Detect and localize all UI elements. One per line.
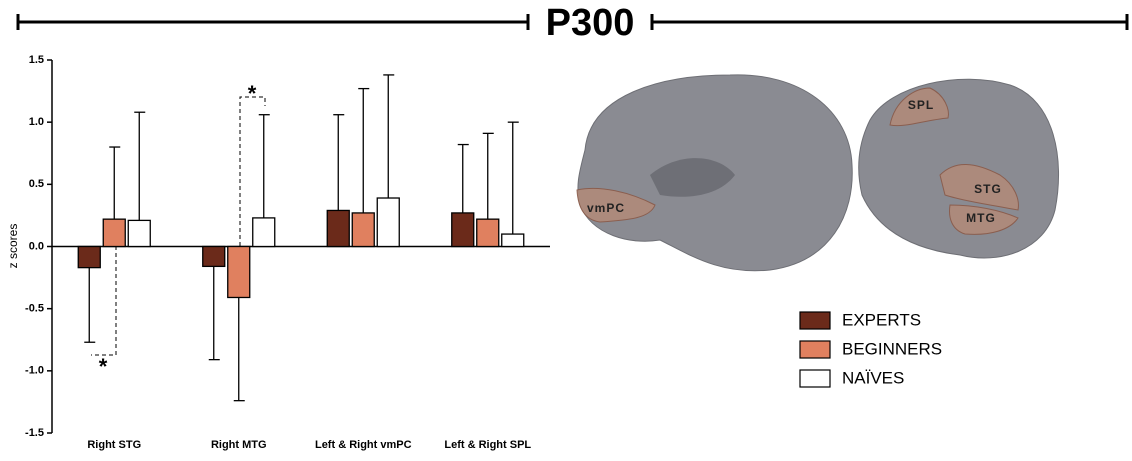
bar: [102, 218, 126, 248]
y-tick-label: 1.5: [29, 54, 44, 66]
legend-swatch: [799, 311, 831, 330]
bar: [376, 197, 400, 248]
brain-label: MTG: [966, 211, 996, 225]
legend-swatch: [799, 369, 831, 388]
legend-label: EXPERTS: [842, 310, 921, 329]
y-tick-label: 0.0: [29, 240, 44, 252]
x-tick-label: Left & Right vmPC: [315, 439, 412, 451]
brain-region: [576, 187, 656, 223]
y-tick-label: -1.5: [25, 427, 44, 439]
chart-title: P300: [546, 2, 635, 44]
x-tick-label: Left & Right SPL: [444, 439, 531, 451]
x-tick-label: Right MTG: [211, 439, 267, 451]
significance-bracket: [239, 96, 266, 246]
bar: [451, 212, 475, 248]
bar: [202, 245, 226, 268]
header: [16, 14, 1129, 30]
bar: [326, 209, 350, 248]
y-tick-label: -1.0: [25, 365, 44, 377]
bar: [77, 245, 101, 269]
brain-label: STG: [974, 182, 1002, 196]
brain-region: [949, 204, 1019, 235]
legend-swatch: [799, 340, 831, 359]
bar: [127, 219, 151, 248]
y-axis-label: z scores: [6, 224, 20, 269]
legend-label: BEGINNERS: [842, 339, 942, 358]
significance-bracket: [91, 246, 117, 356]
x-tick-label: Right STG: [87, 439, 141, 451]
y-tick-label: 1.0: [29, 116, 44, 128]
brain-images: SPL STG MTG vmPC: [576, 74, 1060, 272]
brain-sulcus: [650, 158, 735, 197]
brain-region: [889, 87, 949, 127]
bar: [227, 245, 251, 299]
brain-label: SPL: [908, 98, 934, 112]
y-tick-label: -0.5: [25, 303, 44, 315]
brain-region: [939, 164, 1019, 211]
brain-label: vmPC: [587, 201, 625, 215]
bar: [252, 217, 276, 248]
annotation: *: [248, 81, 257, 106]
bar: [476, 218, 500, 248]
annotation: *: [99, 354, 108, 379]
legend-label: NAÏVES: [842, 368, 904, 387]
bar: [501, 233, 525, 248]
y-tick-label: 0.5: [29, 178, 44, 190]
bar: [351, 212, 375, 248]
